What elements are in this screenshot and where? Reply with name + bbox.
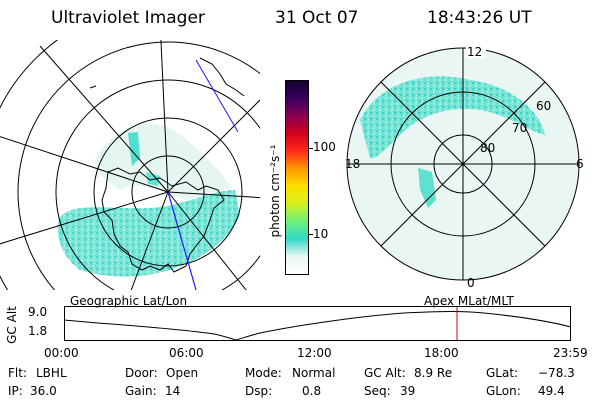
mlat-label-60: 60 xyxy=(536,99,551,113)
mlt-spokes xyxy=(347,48,579,280)
gcalt-value: 8.9 Re xyxy=(414,366,453,380)
seq-value: 39 xyxy=(400,384,416,398)
altitude-xtick-1: 06:00 xyxy=(169,346,204,360)
orbit-meridian xyxy=(167,191,197,290)
altitude-ytick-high: 9.0 xyxy=(28,305,48,319)
latitude-circles xyxy=(0,40,260,290)
dsp-value: 0.8 xyxy=(302,384,322,398)
filter-label: Flt: xyxy=(8,366,27,380)
geo-map-caption: Geographic Lat/Lon xyxy=(70,294,188,308)
geo-map-content xyxy=(0,40,260,290)
longitude-lines xyxy=(0,40,260,290)
mlat-label-80: 80 xyxy=(480,141,495,155)
mlt-aurora-band xyxy=(360,76,545,159)
glat-label: GLat: xyxy=(486,366,519,380)
mlt-label-0: 0 xyxy=(467,276,475,290)
colorbar-tick-100 xyxy=(308,148,313,149)
coastline xyxy=(101,167,225,273)
mlt-label-6: 6 xyxy=(576,157,584,171)
ip-label: IP: xyxy=(8,384,23,398)
mlt-aurora-patch xyxy=(418,168,436,208)
aurora-emission-pale xyxy=(95,123,232,200)
glon-label: GLon: xyxy=(486,384,521,398)
glat-value: −78.3 xyxy=(538,366,575,380)
mlat-label-70: 70 xyxy=(512,121,527,135)
mlt-label-bg-top xyxy=(466,44,486,58)
colorbar-gradient xyxy=(286,81,308,274)
mlt-map: 12 0 18 6 60 70 80 xyxy=(345,44,584,290)
door-value: Open xyxy=(166,366,199,380)
colorbar-label-100: 100 xyxy=(313,140,336,154)
aurora-arc xyxy=(128,132,140,166)
mlt-label-18: 18 xyxy=(345,157,360,171)
altitude-plot xyxy=(64,306,572,341)
altitude-xtick-4: 23:59 xyxy=(553,346,588,360)
altitude-plot-frame xyxy=(64,306,571,341)
door-label: Door: xyxy=(125,366,158,380)
colorbar-label-10: 10 xyxy=(313,227,329,241)
mode-label: Mode: xyxy=(245,366,282,380)
mode-value: Normal xyxy=(292,366,336,380)
filter-value: LBHL xyxy=(36,366,67,380)
altitude-xtick-2: 12:00 xyxy=(297,346,332,360)
altitude-ytick-low: 1.8 xyxy=(28,324,48,338)
dsp-label: Dsp: xyxy=(245,384,273,398)
seq-label: Seq: xyxy=(364,384,391,398)
time-label: 18:43:26 UT xyxy=(427,8,532,28)
glon-value: 49.4 xyxy=(538,384,565,398)
date-label: 31 Oct 07 xyxy=(275,8,359,28)
coastline-north xyxy=(89,57,245,97)
altitude-curve xyxy=(64,311,572,341)
mlt-emissions xyxy=(360,76,545,208)
gcalt-label: GC Alt: xyxy=(364,366,406,380)
orbit-meridian-2 xyxy=(195,59,239,133)
colorbar xyxy=(285,80,309,275)
altitude-ylabel: GC Alt xyxy=(5,306,19,344)
gain-label: Gain: xyxy=(125,384,157,398)
mlt-map-caption: Apex MLat/MLT xyxy=(424,294,514,308)
mlt-label-12: 12 xyxy=(467,45,482,59)
altitude-xtick-3: 18:00 xyxy=(424,346,459,360)
instrument-title: Ultraviolet Imager xyxy=(51,8,205,28)
colorbar-tick-10 xyxy=(308,234,313,235)
altitude-xtick-0: 00:00 xyxy=(44,346,79,360)
ip-value: 36.0 xyxy=(30,384,57,398)
geographic-map xyxy=(0,40,260,290)
colorbar-unit-label: photon cm⁻²s⁻¹ xyxy=(268,144,282,238)
gain-value: 14 xyxy=(165,384,181,398)
